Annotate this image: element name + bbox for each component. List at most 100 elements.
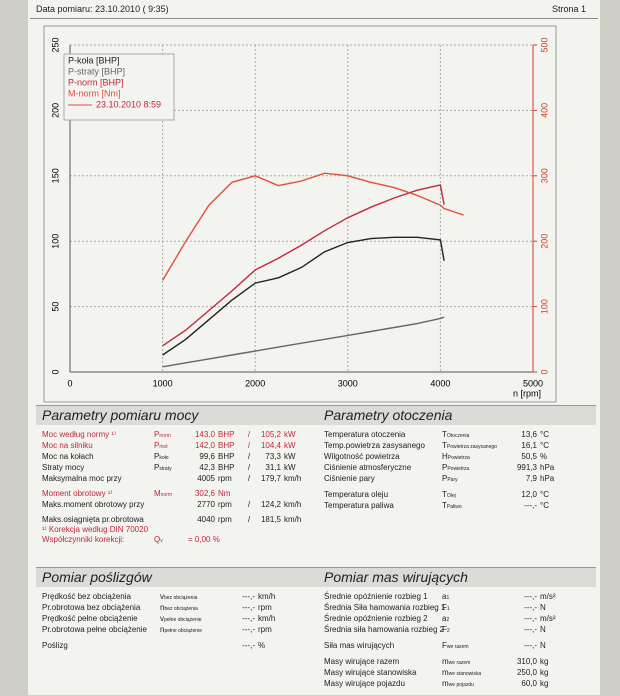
cell-label: Pr.obrotowa bez obciążenia (42, 603, 141, 612)
cell-sep: / (247, 452, 251, 461)
cell-label: ¹⁾ Korekcja według DIN 70020 (42, 525, 149, 534)
symbol-main: a (442, 592, 447, 601)
table-row: Ciśnienie atmosferyczne PPowietrza 991,3 hP… (324, 463, 596, 474)
legend-label: P-straty [BHP] (68, 66, 125, 76)
cell-value: ---,- (242, 625, 255, 634)
symbol-sub: we stanowiska (448, 671, 482, 677)
cell-value: 4040 (197, 515, 215, 524)
symbol-sub: we razem (448, 660, 471, 666)
symbol: TPowietrza zasysanego (442, 441, 504, 452)
row-group: Masy wirujące razem mwe razem 310,0 kg Masy … (318, 657, 596, 690)
cell-value2: 73,3 (265, 452, 281, 461)
cell-label: Prędkość pełne obciążenie (42, 614, 138, 623)
cell-value: 143,0 (194, 430, 215, 439)
symbol-main: F (442, 603, 447, 612)
symbol: Qv (154, 535, 188, 546)
row-group: Poślizg ---,-% (36, 641, 318, 651)
table-row: Temp.powietrza zasysanego TPowietrza zasy… (324, 441, 596, 452)
cell-label: Średnie opóźnienie rozbieg 2 (324, 614, 428, 623)
cell-value: 42,3 (199, 463, 215, 472)
cell-unit: % (540, 452, 548, 461)
y2-tick-label: 100 (539, 299, 549, 314)
table-row: Moc na kołach Pkoło 99,6 BHP / 73,3 kW (42, 452, 318, 463)
section-title: Pomiar mas wirujących (318, 568, 596, 587)
cell-label: Siła mas wirujących (324, 641, 395, 650)
cell-label: Pr.obrotowa pełne obciążenie (42, 625, 147, 634)
cell-value: ---,- (242, 641, 255, 650)
cell-unit: rpm (218, 474, 232, 483)
symbol-main: P (154, 463, 160, 472)
cell-unit2: kW (284, 452, 296, 461)
symbol-sub: Powietrza (447, 466, 470, 472)
cell-sep: / (247, 474, 251, 483)
cell-unit: kg (540, 668, 549, 677)
cell-unit2: kW (284, 441, 296, 450)
table-row: Maks.osiągnięta pr.obrotowa 4040 rpm / 181,5… (42, 515, 318, 525)
symbol-sub: 2 (446, 617, 450, 623)
table-row: Wilgotność powietrza HPowietrza 50,5% (324, 452, 596, 463)
table-row: Temperatura otoczenia TOtoczenia 13,6 °C (324, 430, 596, 441)
cell-label: Maks.moment obrotowy przy (42, 500, 145, 509)
section: Pomiar poślizgów Prędkość bez obciążenia v… (36, 567, 318, 696)
row-group: Moc według normy ¹⁾ Pnorm 143,0 BHP/105,2 kW… (36, 430, 318, 484)
symbol-sub: norm (159, 433, 171, 439)
cell-value: ---,- (524, 625, 537, 634)
cell-label: Masy wirujące pojazdu (324, 679, 405, 688)
x-axis-label: n [rpm] (513, 388, 541, 398)
symbol-sub: pełne obciążenie (164, 628, 202, 634)
symbol-sub: Olej (446, 493, 456, 499)
symbol-sub: we razem (446, 644, 469, 650)
cell-sep: / (247, 463, 251, 472)
symbol: TOlej (442, 490, 504, 501)
table-row: Prędkość pełne obciążenie vpełne obciążen… (42, 614, 318, 625)
table-row: Prędkość bez obciążenia vbez obciążenia --… (42, 592, 318, 603)
cell-value: 2770 (197, 500, 215, 509)
cell-label: Ciśnienie atmosferyczne (324, 463, 412, 472)
symbol: vpełne obciążenie (160, 614, 222, 625)
y-tick-label: 100 (50, 234, 60, 249)
symbol-sub: koło (159, 455, 169, 461)
cell-value: ---,- (524, 641, 537, 650)
y-tick-label: 250 (50, 37, 60, 52)
symbol-main: H (442, 452, 448, 461)
symbol-main: n (160, 603, 165, 612)
symbol: nbez obciążenia (160, 603, 222, 614)
symbol-main: n (160, 625, 165, 634)
cell-value: 99,6 (199, 452, 215, 461)
table-row: Masy wirujące pojazdu mwe pojazdu 60,0 kg (324, 679, 596, 690)
table-row: Siła mas wirujących Fwe razem ---,- N (324, 641, 596, 652)
symbol-sub: 1 (446, 595, 450, 601)
symbol: mwe razem (442, 657, 504, 668)
legend-label: P-norm [BHP] (68, 77, 124, 87)
cell-label: Masy wirujące razem (324, 657, 400, 666)
cell-unit: BHP (218, 441, 235, 450)
x-tick-label: 1000 (153, 378, 173, 388)
legend-label: P-koła [BHP] (68, 55, 120, 65)
symbol: TOtoczenia (442, 430, 504, 441)
cell-sep: / (247, 441, 251, 450)
table-row: Współczynniki korekcji: Qv = 0,00 % (42, 535, 318, 546)
table-row: Średnia Siła hamowania rozbieg 1 F1 ---,- N (324, 603, 596, 614)
cell-unit: BHP (218, 430, 235, 439)
cell-value: ---,- (242, 614, 255, 623)
cell-value: 60,0 (521, 679, 537, 688)
cell-label: Temperatura otoczenia (324, 430, 406, 439)
measure-date: Data pomiaru: 23.10.2010 ( 9:35) (36, 4, 169, 14)
cell-label: Masy wirujące stanowiska (324, 668, 417, 677)
symbol: Pkoło (154, 452, 188, 463)
header-rule (30, 18, 598, 19)
series-line (162, 316, 445, 368)
y2-tick-label: 300 (539, 168, 549, 183)
table-row: Masy wirujące razem mwe razem 310,0 kg (324, 657, 596, 668)
cell-value2: 179,7 (260, 474, 281, 483)
legend-box (63, 53, 175, 121)
x-tick-label: 4000 (430, 378, 450, 388)
cell-label: Prędkość bez obciążenia (42, 592, 131, 601)
symbol-main: m (442, 657, 449, 666)
x-tick-label: 2000 (245, 378, 265, 388)
symbol-sub: we pojazdu (448, 682, 474, 688)
table-row: Średnie opóźnienie rozbieg 2 a2 ---,- m/s² (324, 614, 596, 625)
table-row: Maks.moment obrotowy przy 2770 rpm / 124,2 km… (42, 500, 318, 510)
cell-unit: hPa (540, 474, 555, 483)
row-group: Temperatura otoczenia TOtoczenia 13,6 °C Tem… (318, 430, 596, 485)
